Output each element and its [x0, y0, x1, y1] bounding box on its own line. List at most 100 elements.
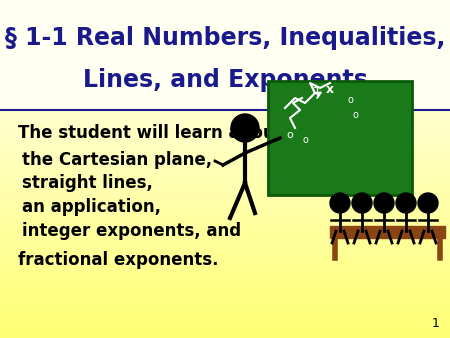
Bar — [0, 177, 450, 179]
Bar — [0, 330, 450, 331]
Bar — [0, 144, 450, 145]
Text: Lines, and Exponents: Lines, and Exponents — [82, 68, 368, 92]
Bar — [0, 140, 450, 142]
Bar — [0, 10, 450, 12]
Bar — [0, 98, 450, 100]
Bar — [0, 71, 450, 73]
Bar — [0, 262, 450, 264]
Bar — [0, 282, 450, 284]
Bar — [0, 49, 450, 51]
Bar — [0, 69, 450, 71]
Bar — [0, 22, 450, 24]
Bar — [0, 311, 450, 313]
Bar — [0, 242, 450, 243]
Bar — [0, 154, 450, 155]
Bar — [0, 145, 450, 147]
Bar — [0, 0, 450, 108]
Bar — [0, 78, 450, 79]
Text: The student will learn about:: The student will learn about: — [18, 124, 289, 142]
Bar — [0, 128, 450, 130]
Bar — [0, 193, 450, 194]
Bar — [0, 44, 450, 46]
Bar — [0, 61, 450, 63]
Text: the Cartesian plane,: the Cartesian plane, — [22, 151, 212, 169]
Bar — [0, 289, 450, 291]
Bar — [0, 8, 450, 10]
Bar — [0, 226, 450, 228]
Bar — [0, 318, 450, 319]
Bar — [0, 218, 450, 220]
Bar — [0, 279, 450, 281]
Bar — [0, 225, 450, 226]
Bar — [0, 319, 450, 321]
Bar — [0, 166, 450, 167]
Bar — [0, 117, 450, 118]
Bar — [0, 155, 450, 157]
Bar — [0, 14, 450, 15]
Bar — [0, 150, 450, 152]
Bar — [0, 142, 450, 144]
Bar — [0, 103, 450, 105]
Bar — [0, 147, 450, 149]
Text: o: o — [302, 135, 308, 145]
Bar — [0, 91, 450, 93]
Circle shape — [418, 193, 438, 213]
Bar — [0, 215, 450, 216]
Bar — [0, 118, 450, 120]
Text: x: x — [326, 83, 334, 96]
Bar — [0, 149, 450, 150]
Bar — [0, 323, 450, 324]
Bar — [0, 112, 450, 113]
Bar — [0, 96, 450, 98]
Circle shape — [352, 193, 372, 213]
Bar — [0, 120, 450, 122]
Bar — [0, 189, 450, 191]
Bar — [0, 220, 450, 221]
Bar — [0, 184, 450, 186]
Bar — [0, 275, 450, 277]
Bar — [0, 164, 450, 166]
Bar — [0, 191, 450, 193]
Bar — [0, 228, 450, 230]
Bar — [0, 29, 450, 30]
Bar — [0, 238, 450, 240]
Bar — [0, 291, 450, 292]
Bar — [0, 304, 450, 306]
Bar — [0, 233, 450, 235]
Bar — [0, 56, 450, 57]
Bar — [0, 255, 450, 257]
Bar — [0, 240, 450, 242]
Bar — [0, 32, 450, 34]
Text: integer exponents, and: integer exponents, and — [22, 222, 241, 240]
Bar — [0, 27, 450, 29]
Bar — [0, 272, 450, 274]
Text: o: o — [287, 130, 293, 140]
Bar — [0, 46, 450, 47]
Bar — [0, 12, 450, 14]
Text: 1: 1 — [432, 317, 440, 330]
Bar — [0, 130, 450, 132]
Bar — [0, 51, 450, 52]
Bar — [0, 274, 450, 275]
Bar — [0, 17, 450, 19]
Bar — [0, 260, 450, 262]
Bar — [0, 79, 450, 81]
Bar — [0, 269, 450, 270]
Bar — [0, 181, 450, 183]
Bar — [0, 19, 450, 20]
Bar — [0, 303, 450, 304]
Text: straight lines,: straight lines, — [22, 174, 153, 192]
Bar — [0, 42, 450, 44]
Bar — [0, 73, 450, 74]
Bar — [0, 134, 450, 135]
FancyBboxPatch shape — [268, 81, 412, 195]
Bar — [0, 5, 450, 7]
Bar — [0, 108, 450, 110]
Bar — [0, 2, 450, 3]
Bar — [0, 230, 450, 232]
Bar — [0, 309, 450, 311]
Bar — [0, 284, 450, 286]
Bar — [0, 159, 450, 161]
Bar — [0, 277, 450, 279]
Bar — [0, 321, 450, 323]
